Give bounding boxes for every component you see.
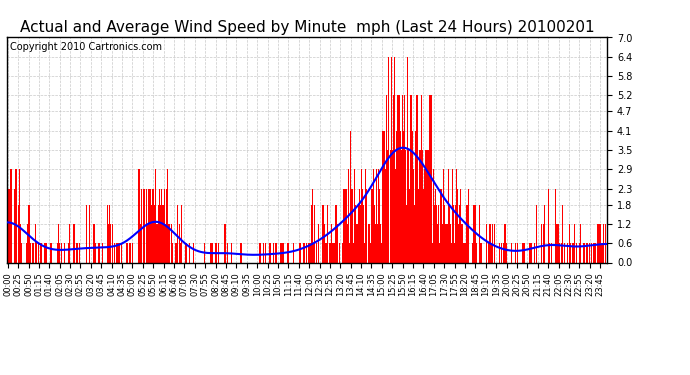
Text: Copyright 2010 Cartronics.com: Copyright 2010 Cartronics.com [10,42,162,52]
Title: Actual and Average Wind Speed by Minute  mph (Last 24 Hours) 20100201: Actual and Average Wind Speed by Minute … [20,20,594,35]
